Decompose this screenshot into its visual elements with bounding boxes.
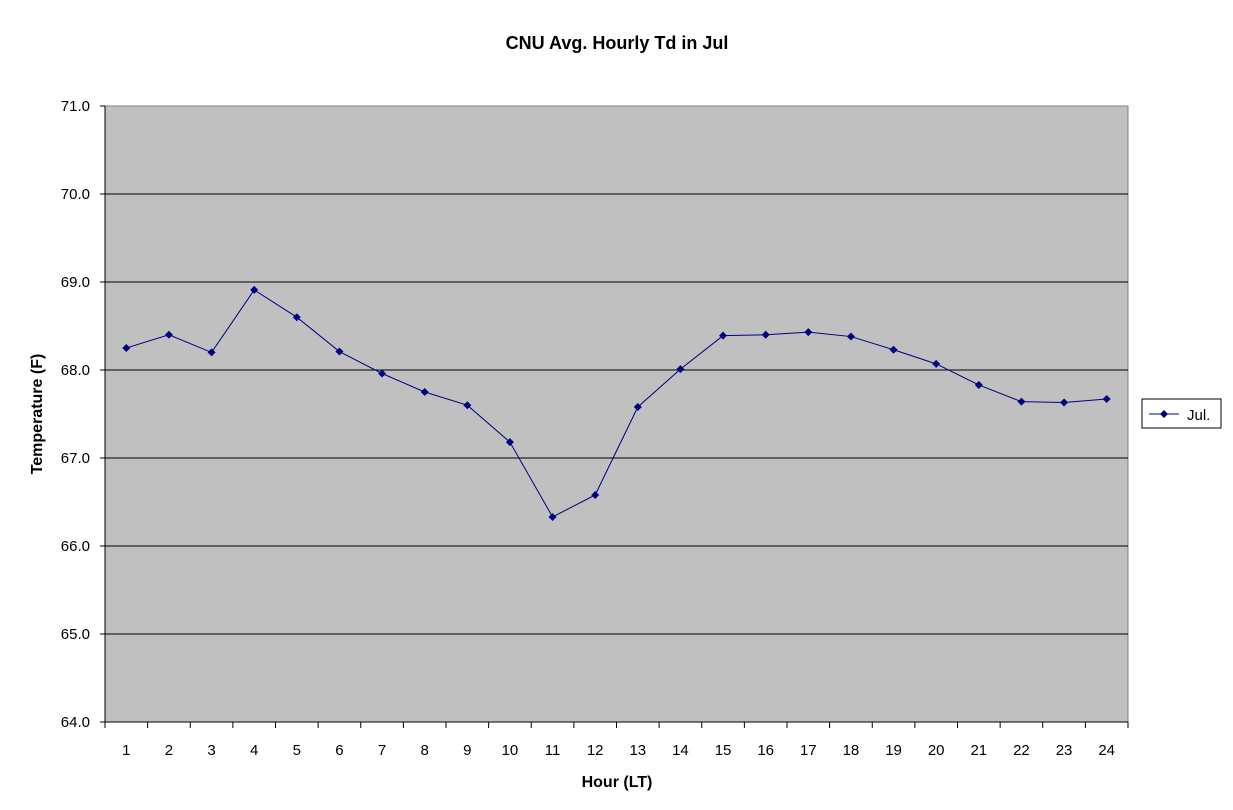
data-point xyxy=(463,401,472,410)
y-tick-label: 68.0 xyxy=(61,362,90,379)
gridlines xyxy=(105,193,1128,635)
x-tick-label: 6 xyxy=(335,742,343,759)
x-tick-label: 4 xyxy=(250,742,258,759)
x-tick-label: 2 xyxy=(165,742,173,759)
x-tick-label: 3 xyxy=(207,742,215,759)
x-tick-label: 11 xyxy=(545,742,561,759)
data-point xyxy=(207,348,216,357)
series-line xyxy=(126,289,1107,518)
x-tick-label: 8 xyxy=(421,742,429,759)
y-tick-label: 69.0 xyxy=(61,274,90,291)
data-point xyxy=(164,330,173,339)
x-tick-label: 14 xyxy=(672,742,689,759)
y-axis: 64.0 65.0 66.0 67.0 68.0 69.0 70.0 71.0 xyxy=(61,98,106,731)
y-tick-label: 71.0 xyxy=(61,98,90,115)
data-point xyxy=(591,490,600,499)
legend-marker xyxy=(1160,410,1168,418)
data-point xyxy=(932,359,941,368)
x-tick-label: 17 xyxy=(800,742,817,759)
data-point xyxy=(676,365,685,374)
x-tick-label: 9 xyxy=(463,742,471,759)
legend: Jul. xyxy=(1141,398,1222,429)
x-tick-label: 24 xyxy=(1098,742,1115,759)
plot-area xyxy=(104,105,1129,723)
data-point xyxy=(846,332,855,341)
y-tick-label: 70.0 xyxy=(61,186,90,203)
x-tick-label: 22 xyxy=(1013,742,1030,759)
data-point xyxy=(122,344,131,352)
y-tick-label: 66.0 xyxy=(61,538,90,555)
data-point xyxy=(420,388,429,396)
data-point xyxy=(548,512,557,521)
data-point xyxy=(889,345,898,354)
legend-label-jul: Jul. xyxy=(1187,407,1210,424)
x-tick-label: 21 xyxy=(970,742,987,759)
data-point xyxy=(719,331,728,340)
x-tick-label: 1 xyxy=(122,742,130,759)
x-axis: 1 2 3 4 5 6 7 8 9 10 11 12 13 14 15 16 17 18 19 20 21 22 23 24 xyxy=(104,721,1129,759)
data-point xyxy=(974,380,983,389)
x-tick-label: 7 xyxy=(378,742,386,759)
chart-title: CNU Avg. Hourly Td in Jul xyxy=(506,33,729,53)
y-tick-label: 65.0 xyxy=(61,626,90,643)
data-point xyxy=(250,285,259,294)
data-point xyxy=(505,438,514,447)
data-point xyxy=(1017,397,1026,406)
x-tick-label: 13 xyxy=(629,742,646,759)
x-tick-label: 12 xyxy=(587,742,604,759)
data-point xyxy=(804,328,813,337)
x-tick-label: 15 xyxy=(715,742,732,759)
x-axis-label: Hour (LT) xyxy=(582,774,653,791)
data-point xyxy=(633,402,642,411)
data-point xyxy=(1060,398,1069,407)
data-point xyxy=(378,369,387,378)
x-tick-label: 18 xyxy=(843,742,860,759)
series-jul xyxy=(122,285,1111,521)
x-tick-label: 23 xyxy=(1056,742,1073,759)
data-point xyxy=(292,313,301,322)
x-tick-label: 5 xyxy=(293,742,301,759)
data-point xyxy=(761,330,770,339)
x-tick-label: 19 xyxy=(885,742,902,759)
data-point xyxy=(335,347,344,356)
x-tick-label: 20 xyxy=(928,742,945,759)
y-tick-label: 64.0 xyxy=(61,714,90,731)
data-point xyxy=(1102,395,1111,404)
y-tick-label: 67.0 xyxy=(61,450,90,467)
x-tick-label: 16 xyxy=(757,742,774,759)
y-axis-label: Temperature (F) xyxy=(29,354,46,475)
x-tick-label: 10 xyxy=(502,742,519,759)
